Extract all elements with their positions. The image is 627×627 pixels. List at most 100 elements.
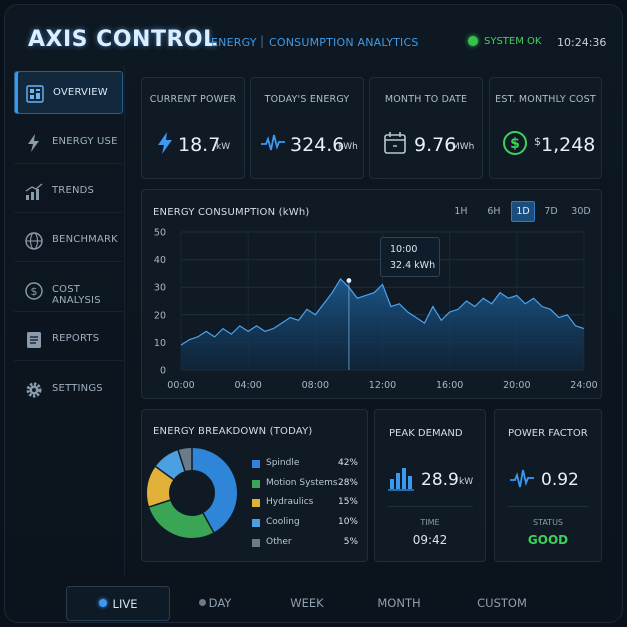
lightning-icon bbox=[158, 132, 172, 154]
sidebar-item-benchmark[interactable]: BENCHMARK bbox=[14, 219, 123, 262]
power-factor-title: POWER FACTOR bbox=[508, 428, 588, 439]
kpi-currency: $ bbox=[534, 135, 541, 148]
y-tick-label: 20 bbox=[154, 310, 166, 321]
kpi-label: TODAY'S ENERGY bbox=[264, 94, 350, 105]
kpi-unit: kWh bbox=[338, 142, 358, 152]
legend-item-hydraulics: Hydraulics 15% bbox=[252, 496, 362, 510]
tooltip-time: 10:00 bbox=[390, 244, 418, 255]
peak-demand-title: PEAK DEMAND bbox=[389, 428, 463, 439]
peak-demand-card: PEAK DEMAND 28.9 kW TIME 09:42 bbox=[374, 409, 486, 562]
kpi-value: 324.6 bbox=[290, 134, 345, 156]
chart-tooltip: 10:00 32.4 kWh bbox=[380, 237, 440, 277]
kpi-value: 18.7 bbox=[178, 134, 221, 156]
legend-value: 28% bbox=[337, 478, 358, 488]
legend-swatch bbox=[252, 499, 260, 507]
legend-item-other: Other 5% bbox=[252, 536, 362, 550]
sidebar-item-cost-analysis[interactable]: $ COST ANALYSIS bbox=[14, 269, 123, 312]
tab-day[interactable]: DAY bbox=[185, 586, 245, 621]
sidebar-item-label: SETTINGS bbox=[52, 383, 103, 394]
sidebar-item-label: OVERVIEW bbox=[53, 87, 108, 98]
divider bbox=[387, 506, 473, 507]
svg-text:$: $ bbox=[510, 136, 520, 152]
system-status: SYSTEM OK bbox=[484, 36, 542, 47]
y-tick-label: 0 bbox=[160, 366, 166, 377]
lightning-icon bbox=[28, 134, 39, 152]
power-factor-card: POWER FACTOR 0.92 STATUS GOOD bbox=[494, 409, 602, 562]
y-tick-label: 50 bbox=[154, 228, 166, 239]
highlight-point bbox=[346, 278, 352, 283]
kpi-label: MONTH TO DATE bbox=[384, 94, 468, 105]
sidebar-item-trends[interactable]: TRENDS bbox=[14, 170, 123, 213]
tab-label: LIVE bbox=[112, 597, 138, 611]
legend-value: 42% bbox=[337, 458, 358, 468]
sidebar: OVERVIEW ENERGY USE TRENDS BENCHMARK bbox=[9, 65, 125, 575]
legend-label: Hydraulics bbox=[266, 497, 314, 507]
legend-swatch bbox=[252, 460, 260, 468]
bar-chart-icon bbox=[388, 468, 414, 491]
kpi-value: 1,248 bbox=[541, 134, 596, 156]
range-button-6h[interactable]: 6H bbox=[487, 206, 501, 217]
sidebar-item-reports[interactable]: REPORTS bbox=[14, 318, 123, 361]
kpi-est-monthly-cost: EST. MONTHLY COST $ $ 1,248 bbox=[489, 77, 602, 179]
range-button-30d[interactable]: 30D bbox=[571, 206, 591, 217]
clock: 10:24:36 bbox=[557, 36, 607, 49]
dollar-icon: $ bbox=[503, 131, 527, 155]
legend-label: Motion Systems bbox=[266, 478, 338, 488]
dollar-icon: $ bbox=[25, 282, 43, 300]
peak-time-label: TIME bbox=[420, 518, 440, 527]
sidebar-item-label: BENCHMARK bbox=[52, 234, 118, 245]
globe-icon bbox=[25, 232, 43, 250]
legend-value: 10% bbox=[337, 517, 358, 527]
tab-month[interactable]: MONTH bbox=[377, 596, 421, 610]
tab-week[interactable]: WEEK bbox=[290, 596, 324, 610]
peak-demand-value: 28.9 bbox=[421, 470, 459, 490]
sidebar-item-overview[interactable]: OVERVIEW bbox=[14, 71, 123, 114]
kpi-label: EST. MONTHLY COST bbox=[495, 94, 596, 105]
gear-icon bbox=[26, 382, 42, 398]
pulse-icon bbox=[510, 469, 534, 488]
sidebar-item-settings[interactable]: SETTINGS bbox=[14, 368, 123, 411]
kpi-label: CURRENT POWER bbox=[149, 94, 237, 105]
legend-swatch bbox=[252, 480, 260, 488]
live-dot-icon bbox=[98, 599, 107, 607]
sidebar-item-energy-use[interactable]: ENERGY USE bbox=[14, 121, 123, 164]
legend-item-cooling: Cooling 10% bbox=[252, 516, 362, 530]
legend-value: 15% bbox=[337, 497, 358, 507]
app-frame: AXIS CONTROL ENERGY | CONSUMPTION ANALYT… bbox=[4, 4, 623, 623]
status-label: STATUS bbox=[532, 518, 563, 527]
peak-time-value: 09:42 bbox=[412, 533, 448, 547]
range-button-7d[interactable]: 7D bbox=[544, 206, 558, 217]
legend-swatch bbox=[252, 539, 260, 547]
tab-live[interactable]: LIVE bbox=[66, 586, 170, 621]
x-tick-label: 08:00 bbox=[302, 380, 329, 391]
document-icon bbox=[27, 332, 41, 348]
x-tick-label: 20:00 bbox=[503, 380, 530, 391]
breadcrumb-page: CONSUMPTION ANALYTICS bbox=[269, 36, 419, 49]
dashboard-icon bbox=[26, 85, 44, 103]
tab-label: DAY bbox=[208, 596, 232, 610]
legend-item-spindle: Spindle 42% bbox=[252, 457, 362, 471]
kpi-todays-energy: TODAY'S ENERGY 324.6 kWh bbox=[250, 77, 364, 179]
kpi-current-power: CURRENT POWER 18.7 kW bbox=[141, 77, 245, 179]
bar-trend-icon bbox=[25, 183, 43, 200]
tab-custom[interactable]: CUSTOM bbox=[477, 596, 527, 610]
time-mode-tabs: LIVE DAY WEEK MONTH CUSTOM bbox=[15, 578, 622, 622]
svg-text:$: $ bbox=[31, 285, 38, 298]
consumption-line bbox=[180, 277, 585, 346]
x-tick-label: 04:00 bbox=[234, 380, 261, 391]
legend-label: Cooling bbox=[266, 517, 300, 527]
kpi-month-to-date: MONTH TO DATE 9.76 MWh bbox=[369, 77, 483, 179]
divider bbox=[507, 506, 589, 507]
range-button-1d[interactable]: 1D bbox=[511, 201, 535, 222]
sidebar-item-label: ENERGY USE bbox=[52, 136, 118, 147]
peak-demand-unit: kW bbox=[459, 477, 474, 487]
breadcrumb-section[interactable]: ENERGY bbox=[211, 36, 257, 49]
pulse-icon bbox=[261, 134, 285, 151]
range-button-1h[interactable]: 1H bbox=[454, 206, 468, 217]
chart-title: ENERGY CONSUMPTION (kWh) bbox=[153, 207, 310, 218]
power-factor-value: 0.92 bbox=[541, 470, 579, 490]
kpi-value: 9.76 bbox=[414, 134, 457, 156]
day-dot-icon bbox=[198, 599, 206, 606]
status-indicator-icon bbox=[468, 36, 478, 46]
legend-item-motion-systems: Motion Systems 28% bbox=[252, 477, 362, 491]
